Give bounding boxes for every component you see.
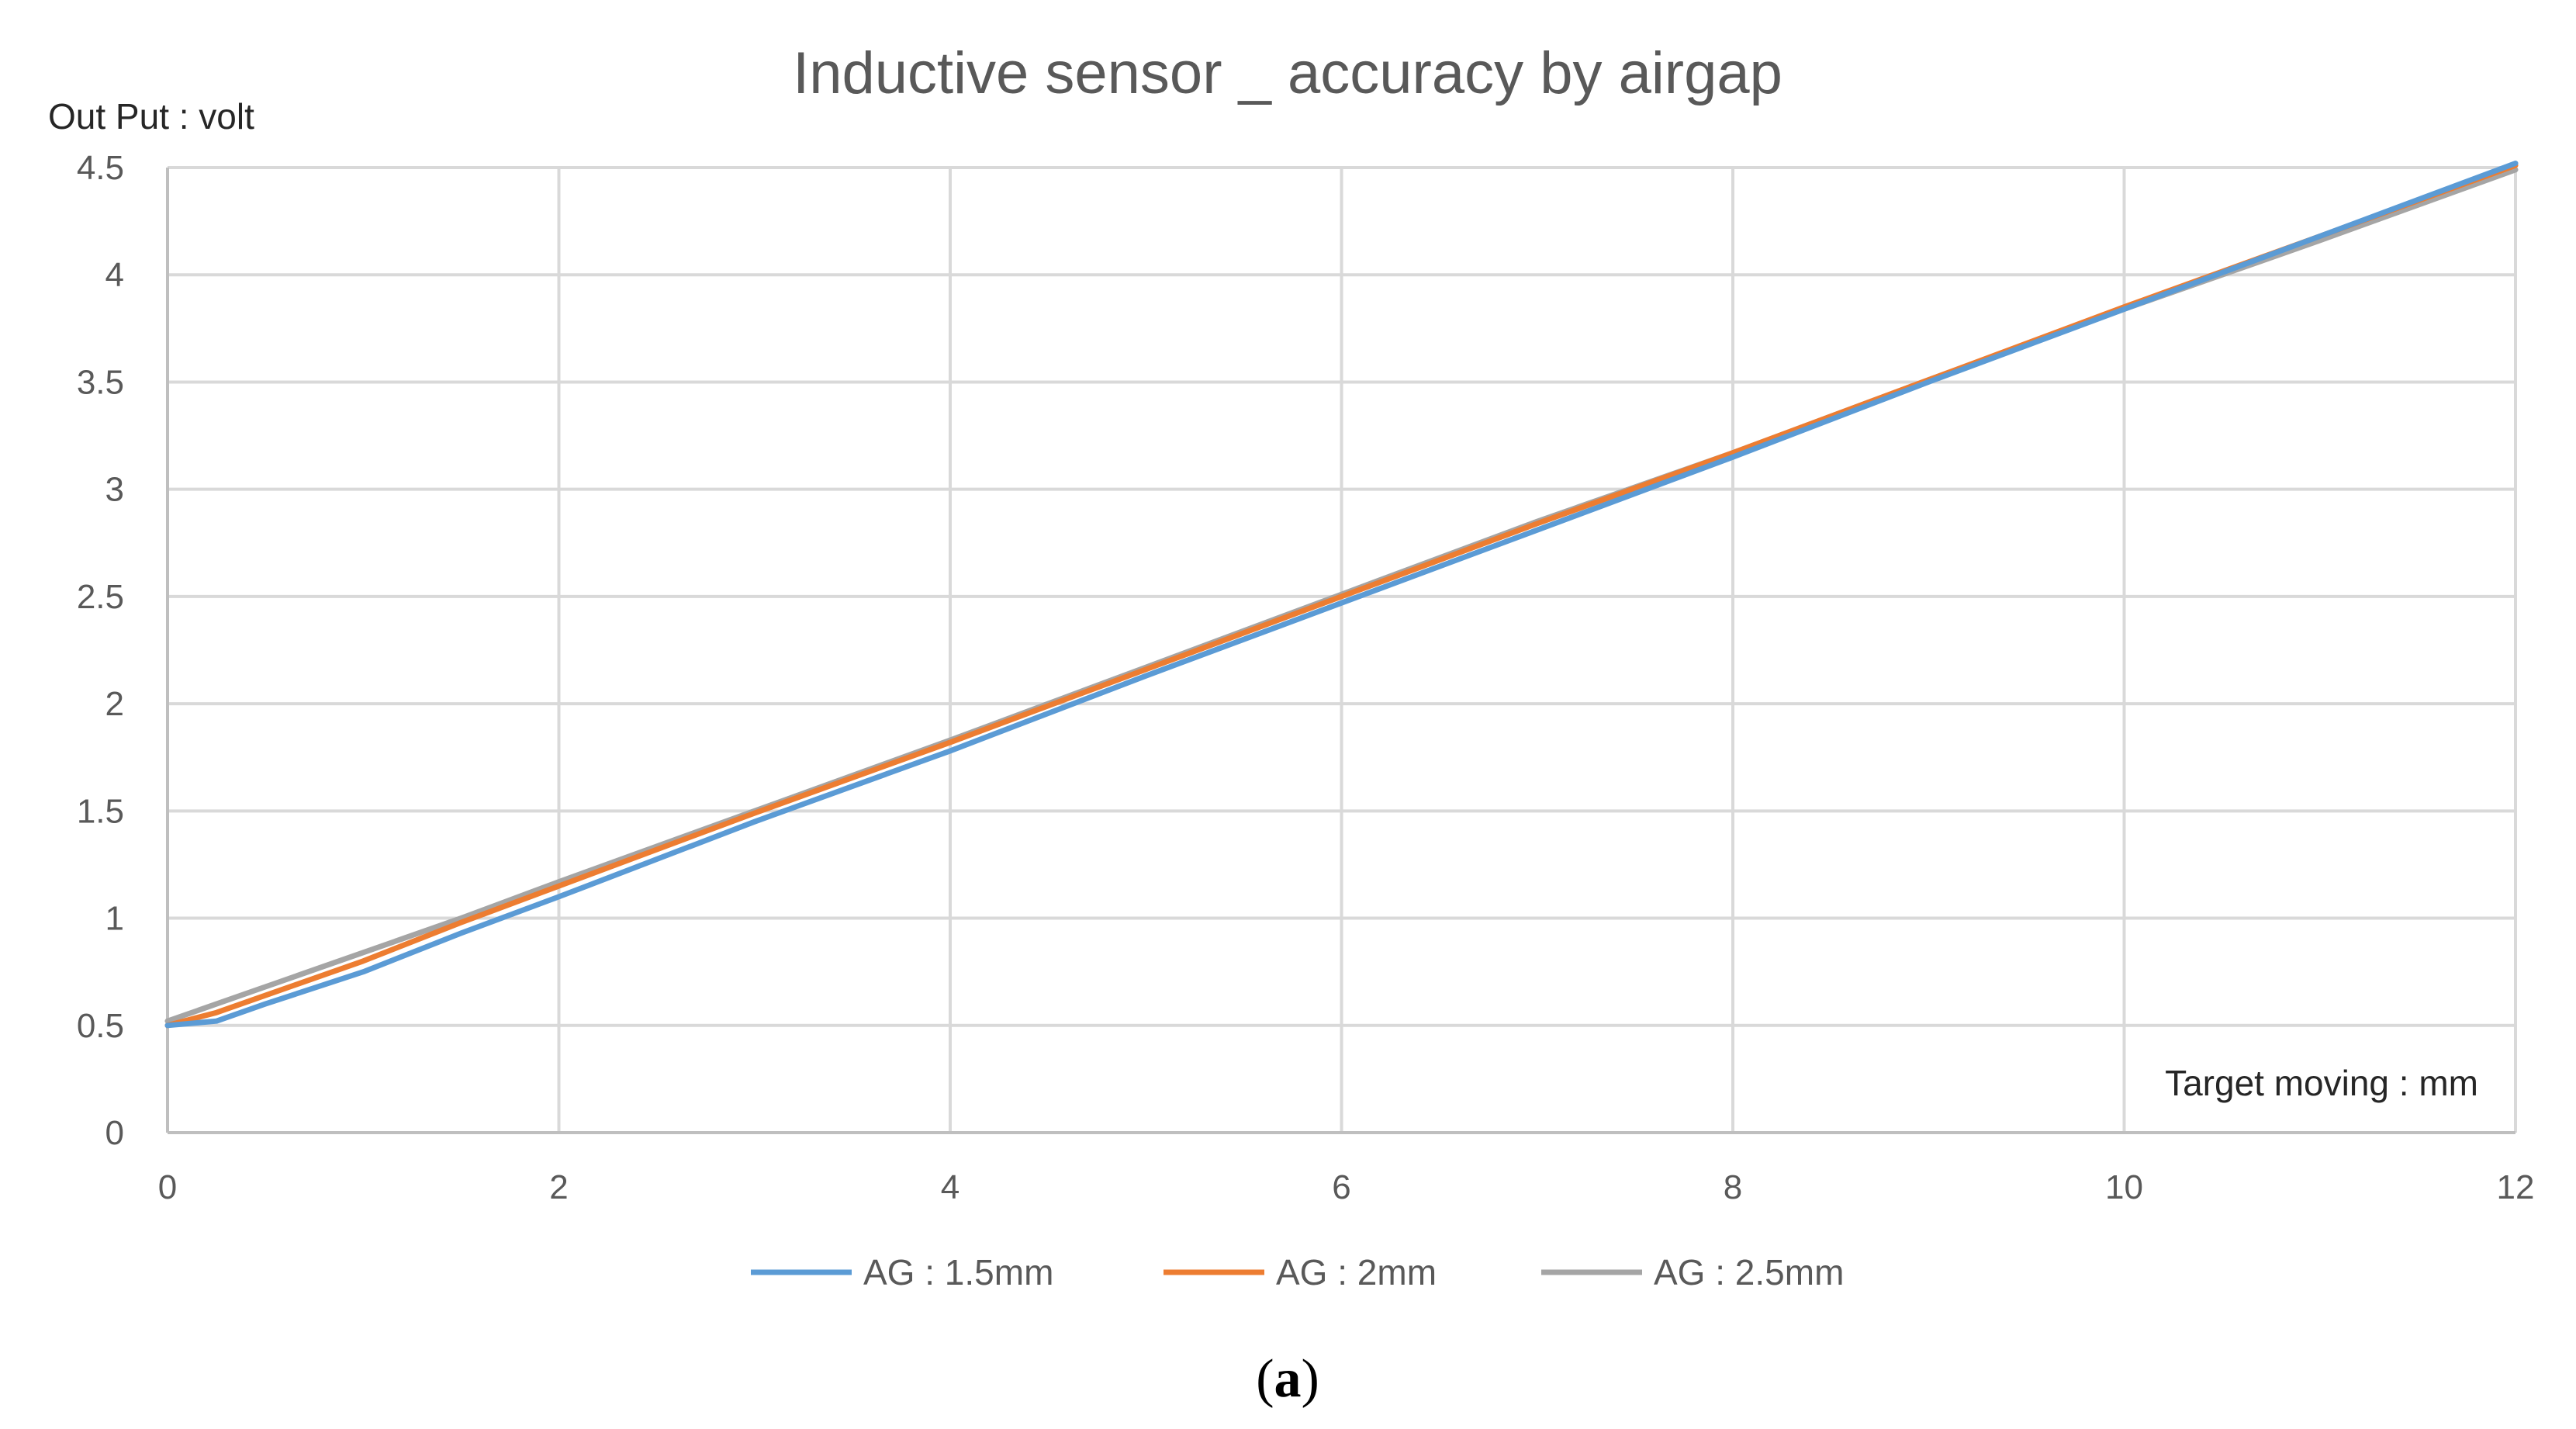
legend-label-1: AG : 1.5mm bbox=[863, 1252, 1053, 1292]
x-tick-label: 12 bbox=[2497, 1168, 2535, 1206]
caption-letter: a bbox=[1274, 1349, 1302, 1409]
y-tick-label: 2 bbox=[105, 685, 124, 723]
x-tick-label: 8 bbox=[1724, 1168, 1742, 1206]
x-tick-labels: 0 2 4 6 8 10 12 bbox=[158, 1168, 2535, 1206]
series-line-1 bbox=[164, 161, 2519, 1029]
caption-open-paren: ( bbox=[1256, 1349, 1274, 1409]
gridlines bbox=[166, 166, 2517, 1134]
x-tick-label: 0 bbox=[158, 1168, 177, 1206]
y-tick-label: 4 bbox=[105, 256, 124, 294]
legend-label-2: AG : 2mm bbox=[1276, 1252, 1437, 1292]
y-tick-label: 3 bbox=[105, 471, 124, 509]
x-axis-title: Target moving : mm bbox=[2165, 1063, 2478, 1103]
y-tick-label: 1 bbox=[105, 900, 124, 938]
y-tick-label: 3.5 bbox=[77, 363, 124, 401]
series-lines bbox=[164, 161, 2519, 1029]
x-tick-label: 4 bbox=[941, 1168, 960, 1206]
y-tick-labels: 0 0.5 1 1.5 2 2.5 3 3.5 4 4.5 bbox=[77, 149, 124, 1152]
figure-caption: (a) bbox=[1256, 1349, 1319, 1409]
y-axis-title: Out Put : volt bbox=[48, 96, 254, 137]
x-tick-label: 10 bbox=[2105, 1168, 2143, 1206]
caption-close-paren: ) bbox=[1302, 1349, 1319, 1409]
y-tick-label: 2.5 bbox=[77, 578, 124, 616]
x-tick-label: 6 bbox=[1332, 1168, 1350, 1206]
y-tick-label: 1.5 bbox=[77, 792, 124, 830]
chart-title: Inductive sensor _ accuracy by airgap bbox=[793, 40, 1782, 106]
x-tick-label: 2 bbox=[549, 1168, 568, 1206]
legend: AG : 1.5mm AG : 2mm AG : 2.5mm bbox=[751, 1252, 1844, 1292]
y-tick-label: 0.5 bbox=[77, 1007, 124, 1045]
y-tick-label: 4.5 bbox=[77, 149, 124, 187]
y-tick-label: 0 bbox=[105, 1114, 124, 1152]
legend-label-3: AG : 2.5mm bbox=[1654, 1252, 1844, 1292]
